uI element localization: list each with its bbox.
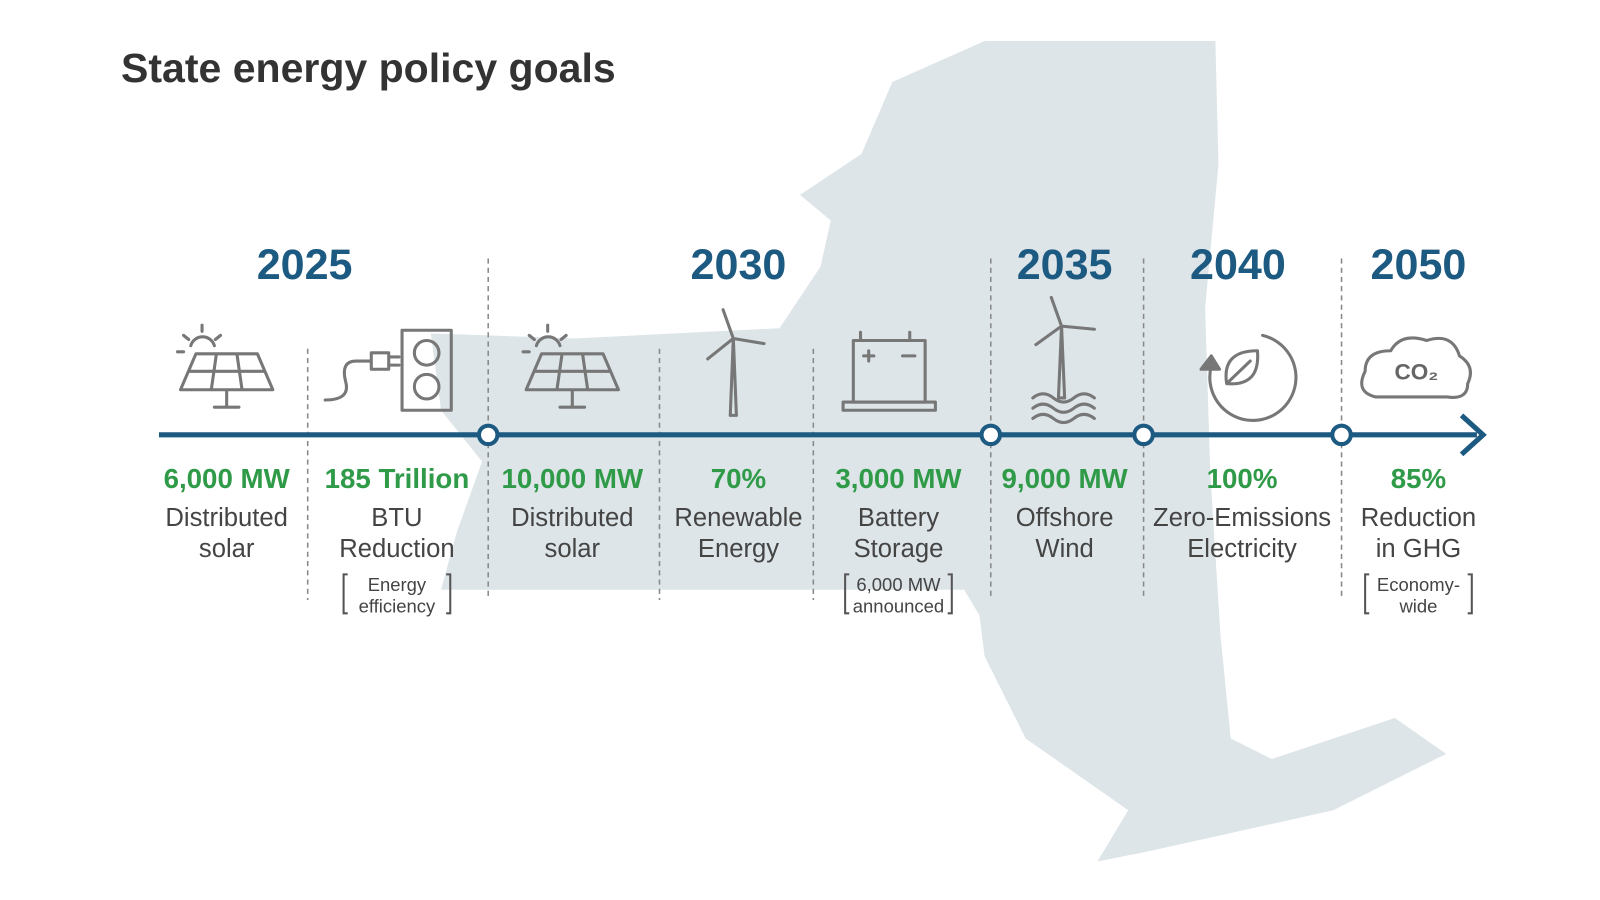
year: 2040 <box>1190 241 1286 289</box>
year: 2025 <box>257 241 353 289</box>
goal-value: 3,000 MW <box>835 463 962 494</box>
goal-value: 85% <box>1391 463 1446 494</box>
goal-label: Distributed <box>511 504 633 532</box>
goal-value: 100% <box>1207 463 1278 494</box>
milestone-dot <box>476 423 500 447</box>
year: 2035 <box>1017 241 1113 289</box>
goal-note: Energy <box>368 574 427 595</box>
goal-label: solar <box>199 535 255 563</box>
year: 2050 <box>1371 241 1467 289</box>
goal-value: 185 Trillion <box>325 463 470 494</box>
goal-label: Offshore <box>1016 504 1114 532</box>
solar-icon <box>175 323 275 409</box>
bracket <box>342 573 452 615</box>
goal-label: Storage <box>854 535 944 563</box>
state-map <box>430 41 1447 862</box>
goal-label: in GHG <box>1376 535 1461 563</box>
bracket <box>844 573 953 615</box>
goal-label: Energy <box>698 535 779 563</box>
offshore-wind-icon <box>1031 295 1096 425</box>
wind-turbine-icon <box>706 308 766 417</box>
co2-icon: CO₂ <box>1360 336 1472 399</box>
goal-note: announced <box>853 595 944 616</box>
battery-icon <box>841 330 937 412</box>
goal-label: Electricity <box>1187 535 1297 563</box>
goal-value: 10,000 MW <box>502 463 644 494</box>
milestone-dot <box>1132 423 1155 447</box>
goal-note: Economy- <box>1377 574 1460 595</box>
bracket <box>1364 573 1473 615</box>
goal-label: Reduction <box>1361 504 1476 532</box>
goal-label: Zero-Emissions <box>1153 504 1331 532</box>
co2-label: CO₂ <box>1394 359 1438 384</box>
milestone-dot <box>1330 423 1353 447</box>
zero-emissions-icon <box>1199 333 1298 422</box>
goal-label: Reduction <box>339 535 454 563</box>
goal-label: solar <box>545 535 601 563</box>
year: 2030 <box>691 241 787 289</box>
goal-value: 9,000 MW <box>1002 463 1129 494</box>
milestone-dot <box>979 423 1003 447</box>
goal-note: wide <box>1398 595 1437 616</box>
goal-label: Distributed <box>165 504 287 532</box>
title: State energy policy goals <box>121 45 616 91</box>
solar-icon <box>521 323 620 409</box>
timeline-arrow <box>1459 413 1487 457</box>
goal-label: Renewable <box>674 504 802 532</box>
goal-note: 6,000 MW <box>856 574 941 595</box>
goal-label: BTU <box>371 504 422 532</box>
goal-label: Wind <box>1035 535 1093 563</box>
goal-note: efficiency <box>359 595 436 616</box>
goal-label: Battery <box>858 504 939 532</box>
outlet-icon <box>323 328 453 412</box>
goal-value: 70% <box>711 463 766 494</box>
goal-value: 6,000 MW <box>164 463 291 494</box>
